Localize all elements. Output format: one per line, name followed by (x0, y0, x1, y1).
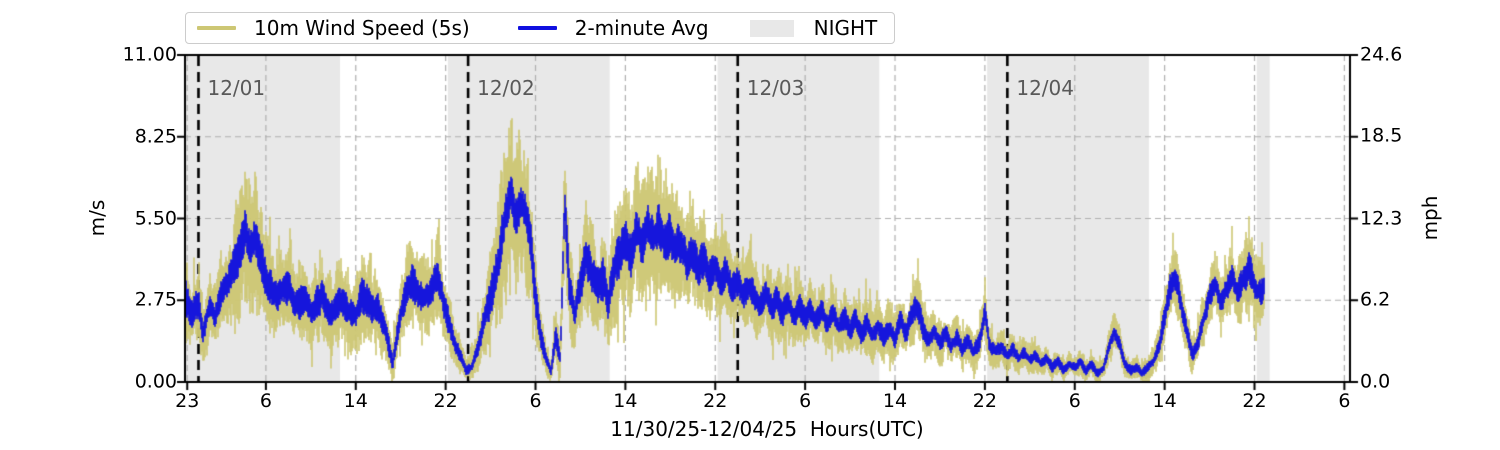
y-axis-label-right: mph (1418, 195, 1442, 241)
y-tick-left: 2.75 (134, 288, 177, 311)
x-tick: 6 (259, 390, 272, 412)
y-tick-right: 12.3 (1360, 207, 1403, 229)
x-tick: 23 (175, 390, 200, 412)
x-tick: 6 (1068, 390, 1081, 412)
avg-2min-legend-swatch (517, 26, 557, 30)
day-label-12-04: 12/04 (1016, 76, 1074, 100)
x-tick: 22 (1242, 390, 1267, 412)
x-tick: 6 (529, 390, 542, 412)
x-tick: 22 (972, 390, 997, 412)
x-tick: 6 (799, 390, 812, 412)
wind-5s-legend-label: 10m Wind Speed (5s) (254, 16, 470, 40)
x-tick: 22 (703, 390, 728, 412)
x-tick: 22 (433, 390, 458, 412)
night-legend-swatch (749, 19, 794, 37)
y-tick-right: 18.5 (1360, 124, 1403, 147)
day-label-12-01: 12/01 (207, 76, 266, 100)
x-tick: 6 (1338, 390, 1351, 412)
wind-5s-legend-swatch (197, 26, 236, 30)
avg-2min-legend-label: 2-minute Avg (574, 16, 709, 40)
y-tick-left: 11.00 (122, 43, 177, 66)
x-tick: 14 (613, 390, 638, 412)
x-tick: 14 (1152, 390, 1177, 412)
y-tick-right: 6.2 (1360, 288, 1391, 311)
y-tick-right: 0.0 (1360, 370, 1391, 393)
y-tick-left: 5.50 (134, 207, 177, 229)
y-tick-right: 24.6 (1360, 43, 1403, 66)
legend: 10m Wind Speed (5s) 2-minute Avg NIGHT (185, 12, 895, 44)
night-legend-label: NIGHT (813, 16, 878, 40)
day-label-12-03: 12/03 (746, 76, 805, 100)
y-tick-left: 8.25 (134, 125, 177, 148)
x-tick: 14 (882, 390, 908, 412)
y-tick-left: 0.00 (134, 370, 177, 393)
x-axis-label: 11/30/25-12/04/25 Hours(UTC) (610, 417, 924, 441)
day-label-12-02: 12/02 (477, 76, 535, 100)
x-tick: 14 (343, 390, 368, 412)
y-axis-label-left: m/s (85, 199, 109, 237)
